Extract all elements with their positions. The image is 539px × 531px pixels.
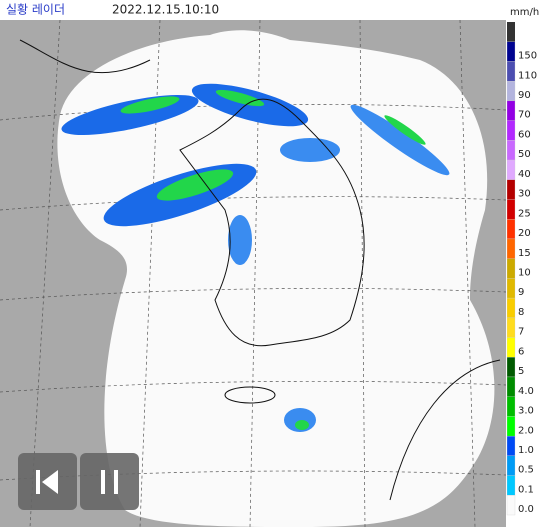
legend-label: 10: [518, 268, 531, 279]
legend-label: 6: [518, 346, 524, 357]
legend-label: 0.1: [518, 484, 534, 495]
legend-label: 50: [518, 149, 531, 160]
legend-label: 4.0: [518, 386, 534, 397]
legend-swatch: [506, 159, 516, 180]
legend-swatch: [506, 179, 516, 200]
icon: [101, 470, 105, 494]
icon: [36, 470, 40, 494]
icon: [114, 470, 118, 494]
legend-label: 150: [518, 51, 537, 62]
legend-label: 0.0: [518, 504, 534, 515]
legend-swatch: [506, 81, 516, 102]
legend-label: 9: [518, 287, 524, 298]
rain-echo: [61, 83, 450, 432]
legend-swatch: [506, 337, 516, 358]
coastline: [19, 39, 501, 501]
legend-swatch: [506, 396, 516, 417]
legend-swatch: [506, 357, 516, 378]
legend-swatch: [506, 100, 516, 121]
legend-swatch: [506, 495, 516, 516]
legend-swatch: [506, 376, 516, 397]
pause-button[interactable]: [80, 453, 139, 510]
legend-label: 8: [518, 307, 524, 318]
icon: [42, 470, 58, 494]
legend-swatch: [506, 258, 516, 279]
legend-swatch: [507, 22, 515, 42]
legend-label: 90: [518, 90, 531, 101]
legend-label: 30: [518, 189, 531, 200]
timestamp: 2022.12.15.10:10: [112, 3, 219, 17]
title: 실황 레이더: [6, 3, 65, 17]
legend-swatch: [506, 435, 516, 456]
legend-label: 20: [518, 228, 531, 239]
legend-swatch: [506, 238, 516, 259]
legend-label: 40: [518, 169, 531, 180]
legend-label: 7: [518, 327, 524, 338]
legend-label: 1.0: [518, 445, 534, 456]
legend-label: 15: [518, 248, 531, 259]
legend-swatch: [506, 297, 516, 318]
legend-label: 2.0: [518, 425, 534, 436]
legend: 150 110 90 70 60 50 40 30 25 20 15 10 9 8 7 6 5 4.0 3.0 2.0…: [506, 22, 537, 516]
legend-label: 0.5: [518, 465, 534, 476]
legend-swatch: [506, 41, 516, 62]
legend-swatch: [506, 416, 516, 437]
legend-swatch: [506, 219, 516, 240]
unit: mm/h: [510, 7, 539, 18]
legend-label: 60: [518, 129, 531, 140]
legend-swatch: [506, 278, 516, 299]
legend-label: 25: [518, 208, 531, 219]
legend-label: 110: [518, 70, 537, 81]
legend-swatch: [506, 61, 516, 82]
legend-swatch: [506, 140, 516, 161]
radar-coverage: [57, 30, 495, 527]
legend-label: 5: [518, 366, 524, 377]
legend-swatch: [506, 455, 516, 476]
legend-swatch: [506, 475, 516, 496]
legend-swatch: [506, 120, 516, 141]
playback-controls: [18, 453, 139, 510]
legend-swatch: [506, 199, 516, 220]
legend-label: 3.0: [518, 406, 534, 417]
legend-label: 70: [518, 110, 531, 121]
legend-swatch: [506, 317, 516, 338]
